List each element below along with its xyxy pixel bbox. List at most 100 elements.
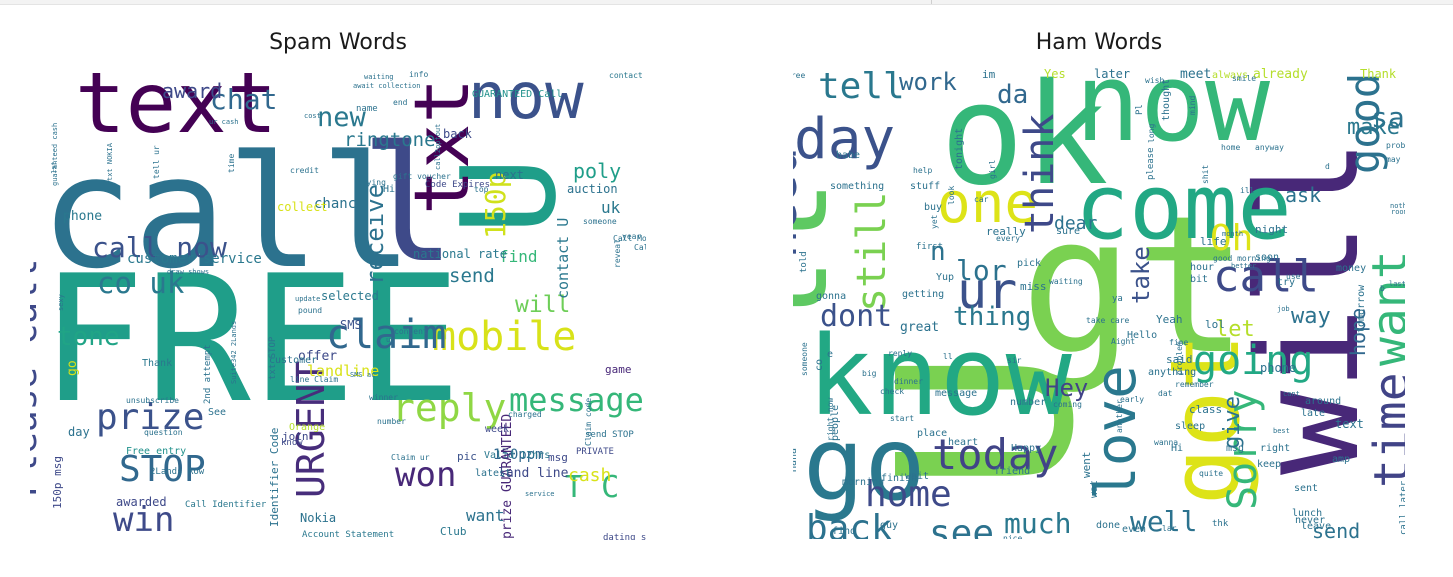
ham-word-please-122: please [1146,147,1156,180]
top-divider [0,0,1453,5]
ham-word-last-136: last [1389,280,1405,288]
ham-word-hope-37: hope [1346,308,1370,356]
ham-word-ask-44: ask [1285,183,1321,207]
ham-word-call-later-114: call later [1399,480,1405,535]
ham-word-lt-5: lt [793,178,857,335]
spam-word-join-65: join [282,430,309,443]
ham-word-lol-75: lol [1205,318,1225,331]
spam-word-auction-52: auction [567,182,618,196]
ham-word-start-147: start [890,414,914,423]
spam-word-day-45: day [68,425,90,439]
ham-word-msg-107: msg [1226,443,1244,454]
ham-word-try-79: try [1277,277,1295,288]
ham-word-good-morning-168: good morning [1213,254,1271,263]
ham-word-gt-2: gt [1020,175,1249,396]
ham-word-guy-99: guy [880,520,898,531]
ham-chart-title: Ham Words [1035,30,1163,55]
spam-word-guaranteed-call-63: GUARANTEED Call [472,89,562,100]
ham-word-right-85: right [1260,443,1290,454]
spam-word-150p-msg-61: 150p msg [51,456,64,509]
ham-word-money-81: money [1336,263,1366,274]
spam-word-winner-94: winner [369,393,398,402]
spam-word-mobile-7: mobile [432,314,577,360]
spam-word-info-84: info [409,70,428,79]
ham-word-mind-126: mind [1188,96,1197,115]
ham-word-hi-106: Hi [1171,443,1183,454]
ham-word-big-145: big [862,369,877,378]
ham-word-now-4: now [1075,64,1271,166]
spam-word-150p-21: 150p [479,172,512,239]
spam-word-find-32: find [499,247,538,266]
spam-word-customer-service-40: customer service [127,251,262,267]
ham-word-early-164: early [1120,395,1144,404]
ham-word-car-161: car [974,195,989,204]
ham-word-ur-15: ur [957,262,1017,320]
spam-word-account-statement-80: Account Statement [302,530,394,540]
spam-word-call-identifier-79: Call Identifier [185,500,267,510]
ham-word-home-23: home [865,474,952,515]
spam-word-claim-ur-118: Claim ur [391,453,430,462]
spam-word-national-rate-48: national rate [413,247,507,261]
ham-word-sent-88: sent [1294,483,1318,494]
ham-word-friend-96: friend [994,466,1030,477]
ham-word-got-6: got [1151,333,1261,505]
spam-word-claim-code-103: Claim code [584,398,593,446]
ham-word-back-27: back [806,508,893,539]
ham-word-really-65: really [986,225,1026,238]
spam-word-charged-96: charged [508,410,542,419]
spam-word-chance-34: chance [314,196,365,212]
spam-word-unsubscribe-98: unsubscribe [126,396,179,405]
spam-word-won-15: won [395,455,456,495]
spam-word-question-99: question [144,428,183,437]
spam-word-call-mobileupd8-88: Call MobileUpd8 [613,234,646,243]
spam-word-sms-47: SMS [340,318,362,332]
spam-word-see-72: See [208,407,226,418]
ham-word-aight-141: Aight [1111,337,1135,346]
ham-word-know-7: know [807,312,1073,440]
ham-word-let-43: let [1215,317,1255,342]
ham-word-said-74: said [1166,353,1193,366]
spam-word-orange-67: Orange [289,422,325,433]
spam-word-send-26: send [449,265,495,287]
ham-word-much-30: much [1004,507,1071,539]
spam-word-prize-guaranteed-60: prize GUARANTEED [500,414,515,539]
ham-word-yes-54: Yes [1044,67,1066,81]
ham-word-best-137: best [1273,427,1290,435]
spam-word-time-87: time [227,154,236,173]
ham-word-take-38: take [1127,246,1155,304]
ham-word-dinner-146: dinner [894,377,923,386]
ham-word-today-18: today [932,430,1058,479]
spam-word-receive-25: receive [361,184,389,285]
spam-word-landline-35: landline [307,362,379,380]
spam-word-contact-u-41: contact U [554,218,572,299]
ham-word-morning-112: morning [842,477,884,488]
ham-word-look-162: look [947,186,956,205]
spam-word-phone-39: phone [63,209,102,224]
ham-word-yeah-73: Yeah [1156,313,1183,326]
spam-word-top-105: top [474,185,489,194]
ham-word-wanna-154: wanna [1154,438,1178,447]
ham-word-every-156: every [996,234,1020,243]
spam-word-know-73: know [281,438,303,448]
spam-word-please-call-9: Please call [30,259,45,497]
spam-word-thank-71: Thank [142,358,172,369]
ham-word-lunch-91: lunch [1292,508,1322,519]
ham-word-give-36: give [1220,396,1245,449]
ham-word-nothing-132: nothing [1390,202,1405,210]
spam-word-urgent-11: URGENT [289,361,333,498]
ham-word-thank-56: Thank [1360,67,1397,81]
spam-word-co-uk-20: co uk [97,266,185,300]
ham-word-leave-90: leave [1301,521,1331,532]
ham-word-n-47: n [930,237,946,267]
ham-word-haha-110: Haha [793,448,799,472]
spam-word-contact-85: contact [609,71,643,80]
ham-word-find-100: find [832,526,856,537]
ham-word-tomorrow-82: tomorrow [1356,284,1367,333]
ham-word-lar-174: lar [1162,524,1177,533]
ham-word-still-24: still [849,192,895,312]
spam-word-suite342-2lands-107: Suite342 2Lands [230,321,238,384]
ham-word-told-123: told [799,251,809,273]
ham-word-think-25: think [1017,114,1063,234]
spam-word-txt-5: txt [397,78,486,215]
ham-word-night-59: night [1255,223,1288,236]
